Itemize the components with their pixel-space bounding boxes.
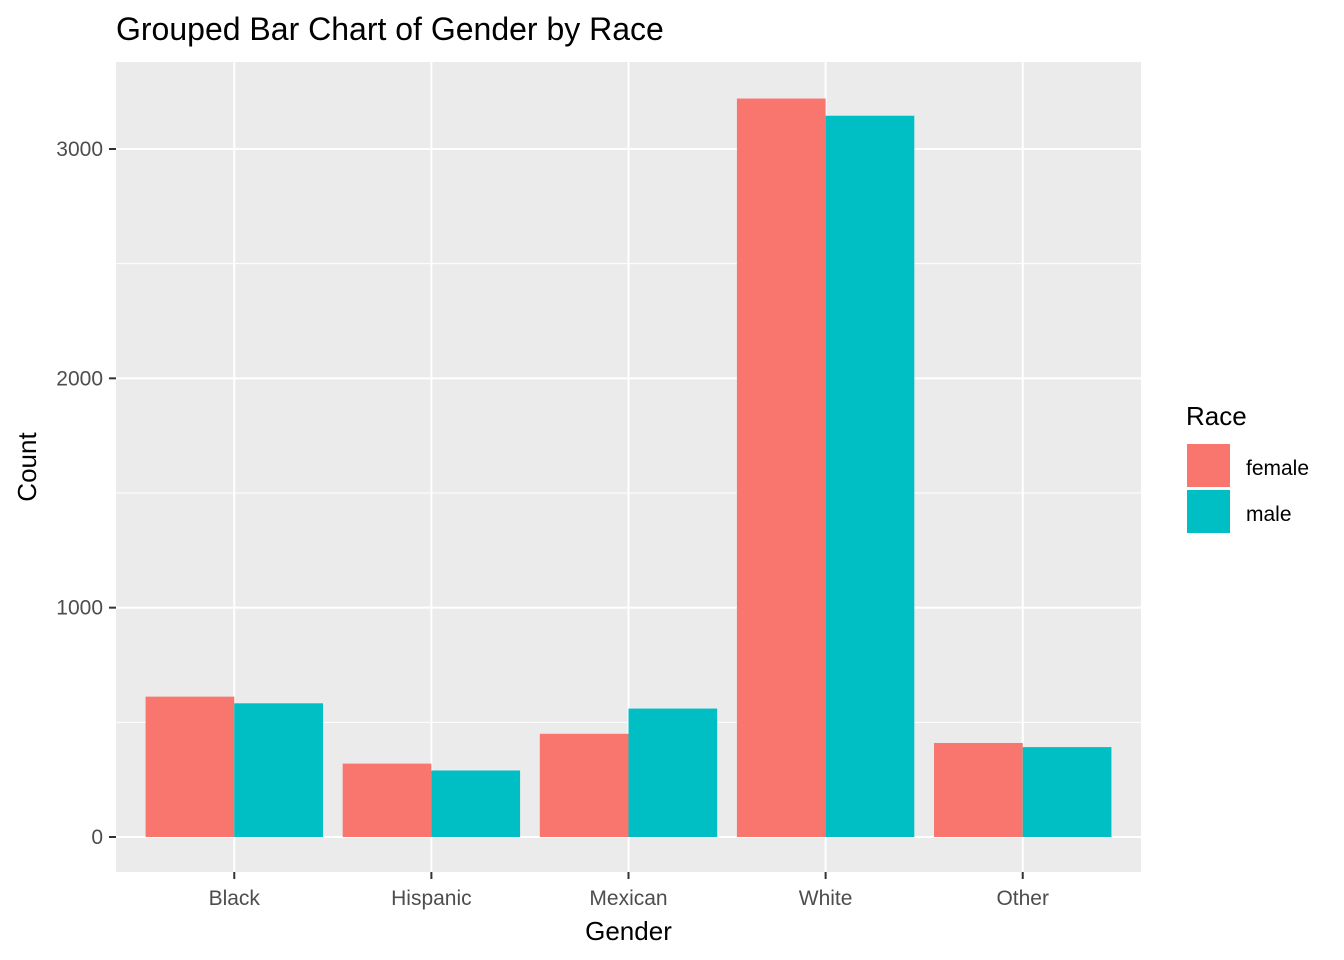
bar-mexican-male — [628, 708, 718, 837]
y-tick-label: 0 — [91, 826, 103, 849]
bar-black-female — [145, 696, 235, 837]
bar-white-male — [825, 115, 915, 838]
bar-black-male — [234, 703, 323, 837]
legend-key-male — [1187, 490, 1230, 533]
axes: 0 1000 2000 3000 Black Hispanic Mexican White Ot… — [56, 138, 1049, 910]
bar-mexican-female — [539, 733, 629, 837]
chart-title: Grouped Bar Chart of Gender by Race — [116, 11, 664, 47]
legend-label-male: male — [1246, 503, 1292, 526]
x-tick-label-mexican: Mexican — [589, 887, 667, 910]
legend-key-female — [1187, 444, 1230, 487]
bar-other-female — [934, 742, 1023, 837]
bar-hispanic-female — [342, 763, 432, 837]
x-tick-label-white: White — [799, 887, 853, 910]
legend-label-female: female — [1246, 457, 1309, 480]
y-axis-title: Count — [12, 432, 42, 502]
legend: Race female male — [1186, 401, 1309, 533]
y-tick-label: 1000 — [56, 597, 103, 620]
x-tick-label-black: Black — [209, 887, 261, 910]
y-tick-label: 3000 — [56, 138, 103, 161]
bars — [145, 98, 1112, 838]
x-tick-label-hispanic: Hispanic — [391, 887, 472, 910]
x-tick-label-other: Other — [996, 887, 1049, 910]
bar-other-male — [1022, 747, 1112, 837]
legend-title: Race — [1186, 401, 1247, 431]
bar-white-female — [736, 98, 826, 837]
x-axis-title: Gender — [585, 916, 672, 946]
y-tick-label: 2000 — [56, 367, 103, 390]
bar-hispanic-male — [431, 770, 521, 837]
